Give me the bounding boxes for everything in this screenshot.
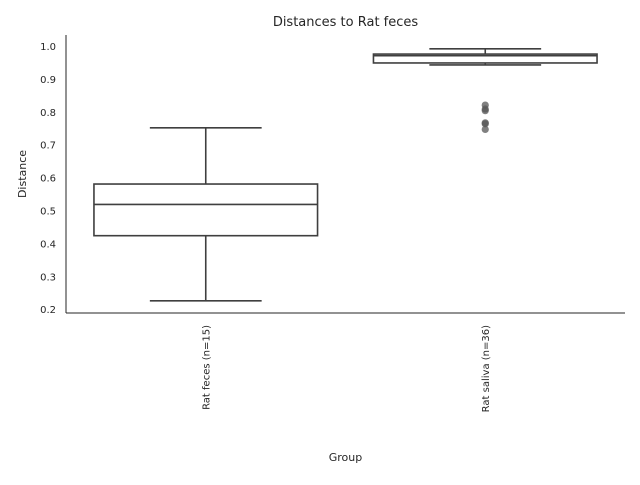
x-axis-label: Group (329, 451, 363, 464)
y-axis-ticks: 0.2 0.3 0.4 0.5 0.6 0.7 0.8 0.9 1.0 (40, 42, 56, 316)
x-tick-label: Rat saliva (n=36) (481, 325, 492, 412)
y-tick-label: 0.4 (40, 239, 56, 250)
outlier-point (481, 120, 489, 128)
outlier-point (481, 125, 489, 134)
y-tick-label: 0.3 (40, 272, 56, 283)
box-group (372, 48, 598, 134)
y-tick-label: 1.0 (40, 42, 56, 53)
y-tick-label: 0.7 (40, 141, 56, 152)
x-axis-ticks: Rat feces (n=15) Rat saliva (n=36) (201, 325, 492, 412)
chart-title: Distances to Rat feces (273, 15, 419, 30)
axis-spines (65, 35, 625, 314)
y-axis-label: Distance (16, 150, 29, 198)
y-tick-label: 0.9 (40, 75, 56, 86)
box-series (93, 48, 598, 302)
y-tick-label: 0.6 (40, 174, 56, 185)
x-tick-label: Rat feces (n=15) (201, 325, 212, 410)
y-tick-label: 0.5 (40, 207, 56, 218)
y-tick-label: 0.2 (40, 305, 56, 316)
outlier-point (481, 107, 489, 115)
y-tick-label: 0.8 (40, 108, 56, 119)
box-group (93, 126, 319, 302)
box-iqr (372, 53, 598, 64)
box-iqr (93, 183, 319, 237)
